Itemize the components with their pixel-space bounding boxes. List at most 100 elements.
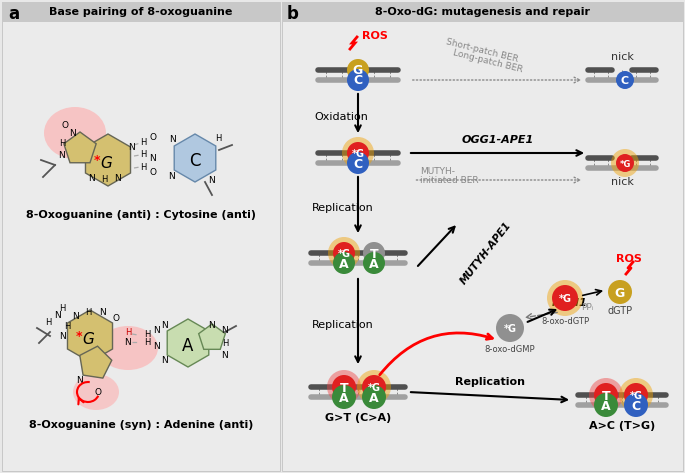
Circle shape [332,385,356,409]
Text: initiated BER: initiated BER [420,176,479,185]
Text: a: a [8,5,19,23]
Text: H: H [101,175,107,184]
Text: O: O [95,387,101,396]
Circle shape [547,280,583,316]
Text: A: A [339,257,349,271]
Text: H: H [140,138,146,147]
Text: A: A [182,337,194,355]
FancyBboxPatch shape [282,2,683,22]
Polygon shape [64,132,96,163]
FancyBboxPatch shape [2,2,280,22]
Text: dGTP: dGTP [608,306,632,316]
Circle shape [594,393,618,417]
Text: G: G [353,64,363,78]
Text: A: A [339,392,349,404]
Text: H: H [140,163,146,172]
Text: *: * [76,330,82,342]
Circle shape [624,383,648,407]
Text: N: N [99,307,106,316]
Text: H: H [64,322,70,331]
Polygon shape [86,134,131,186]
Circle shape [347,142,369,164]
Circle shape [362,375,386,399]
Text: nick: nick [610,177,634,187]
Circle shape [616,71,634,89]
Text: A>C (T>G): A>C (T>G) [589,421,655,431]
Text: C: C [632,400,640,412]
Text: *G: *G [351,149,364,159]
Text: Oxidation: Oxidation [314,112,368,122]
Circle shape [347,152,369,174]
Text: H: H [45,317,51,326]
Circle shape [619,378,653,412]
Text: H: H [144,338,150,347]
Text: N: N [169,172,175,181]
Ellipse shape [98,326,158,370]
Circle shape [363,252,385,274]
Text: N: N [153,325,160,334]
Text: nick: nick [610,52,634,62]
Text: T: T [340,382,348,394]
Circle shape [496,314,524,342]
Text: PPᵢ: PPᵢ [581,303,593,312]
Text: MUTYH-: MUTYH- [420,167,455,176]
Text: 8-oxo-dGTP: 8-oxo-dGTP [541,317,589,326]
Text: MTH1: MTH1 [552,298,588,308]
Text: T: T [370,247,378,261]
Circle shape [616,154,634,172]
Text: A: A [601,400,611,412]
Circle shape [347,59,369,81]
Circle shape [589,378,623,412]
Text: *G: *G [367,383,380,393]
Text: N: N [77,376,84,385]
Text: 8-Oxoguanine (syn) : Adenine (anti): 8-Oxoguanine (syn) : Adenine (anti) [29,420,253,430]
Text: N: N [70,129,76,138]
Text: T: T [601,389,610,403]
Text: b: b [287,5,299,23]
Text: Short-patch BER: Short-patch BER [445,38,519,64]
Text: ROS: ROS [362,31,388,41]
Text: N: N [149,154,156,163]
Text: G>T (C>A): G>T (C>A) [325,413,391,423]
Text: N: N [153,342,160,350]
Text: N: N [60,332,66,341]
Polygon shape [68,310,112,362]
Circle shape [332,375,356,399]
Text: N: N [59,150,65,159]
Text: *: * [94,154,100,166]
Text: G: G [615,287,625,299]
Text: N: N [73,312,79,321]
Text: N: N [170,134,176,143]
Text: 8-oxo-dGMP: 8-oxo-dGMP [485,345,535,354]
Circle shape [363,242,385,264]
Text: *G: *G [619,159,631,168]
Text: N: N [55,310,62,319]
Text: H: H [59,304,65,313]
Polygon shape [199,324,225,350]
Text: *G: *G [558,294,571,304]
Text: G: G [100,156,112,170]
Circle shape [333,252,355,274]
Circle shape [552,285,578,311]
Text: C: C [353,158,362,170]
Text: Base pairing of 8-oxoguanine: Base pairing of 8-oxoguanine [49,7,233,17]
Circle shape [594,383,618,407]
Text: N: N [88,174,95,183]
Text: N: N [209,321,215,330]
Circle shape [327,370,361,404]
Polygon shape [174,134,216,182]
Text: A: A [369,257,379,271]
Text: OGG1-APE1: OGG1-APE1 [462,135,534,145]
Text: N: N [162,356,169,365]
Circle shape [608,280,632,304]
Text: N: N [162,321,169,330]
Text: H: H [125,327,132,336]
Circle shape [347,69,369,91]
Text: N: N [125,338,132,347]
Text: N: N [129,142,136,151]
Ellipse shape [73,374,119,410]
Circle shape [624,393,648,417]
Text: N: N [222,325,228,334]
Text: C: C [189,152,201,170]
Circle shape [342,137,374,169]
